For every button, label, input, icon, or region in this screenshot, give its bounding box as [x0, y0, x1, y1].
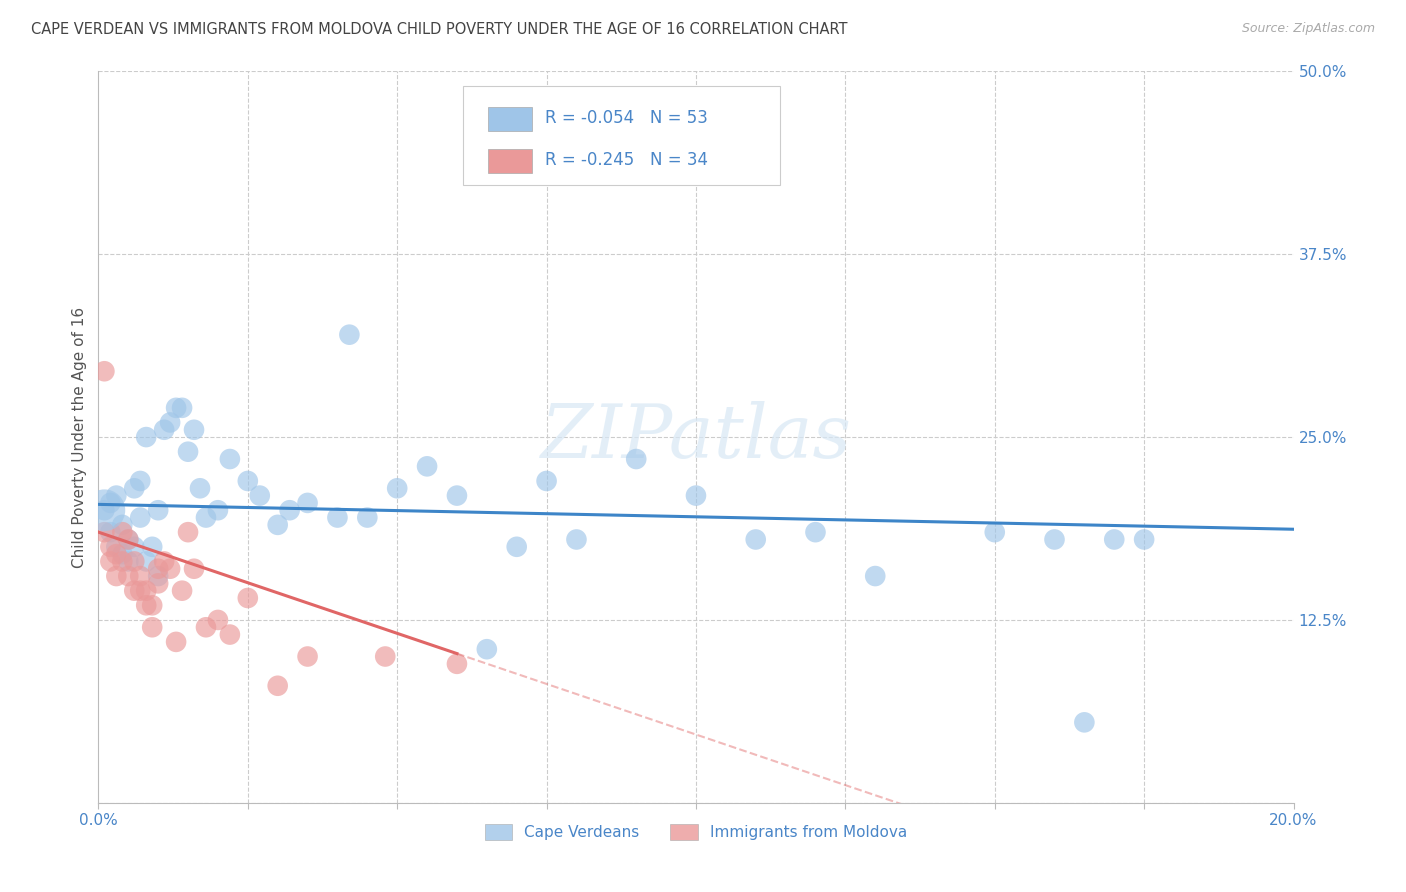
Point: [446, 657, 468, 671]
Point: [153, 423, 176, 437]
Point: [219, 627, 242, 641]
Point: [326, 510, 349, 524]
Point: [111, 554, 134, 568]
Point: [536, 474, 558, 488]
Text: R = -0.054   N = 53: R = -0.054 N = 53: [546, 109, 709, 127]
Point: [124, 540, 146, 554]
Point: [124, 481, 146, 495]
Point: [236, 474, 259, 488]
Point: [183, 562, 205, 576]
Point: [148, 576, 170, 591]
Point: [1133, 533, 1156, 547]
Point: [685, 489, 707, 503]
Legend: Cape Verdeans, Immigrants from Moldova: Cape Verdeans, Immigrants from Moldova: [478, 818, 914, 847]
Point: [626, 452, 648, 467]
Point: [249, 489, 271, 503]
Point: [356, 510, 378, 524]
Point: [117, 569, 139, 583]
Point: [172, 401, 194, 415]
Point: [207, 503, 229, 517]
Point: [98, 525, 122, 540]
Point: [446, 489, 468, 503]
FancyBboxPatch shape: [488, 149, 533, 173]
Point: [105, 547, 128, 561]
Text: R = -0.245   N = 34: R = -0.245 N = 34: [546, 151, 709, 169]
Text: Source: ZipAtlas.com: Source: ZipAtlas.com: [1241, 22, 1375, 36]
Point: [98, 554, 122, 568]
Point: [111, 547, 134, 561]
Point: [267, 679, 290, 693]
Point: [297, 649, 319, 664]
Point: [93, 364, 115, 378]
Point: [93, 503, 115, 517]
Point: [117, 554, 139, 568]
Point: [278, 503, 301, 517]
Point: [148, 562, 170, 576]
Point: [416, 459, 439, 474]
FancyBboxPatch shape: [488, 107, 533, 131]
Point: [865, 569, 887, 583]
Point: [98, 540, 122, 554]
Point: [148, 569, 170, 583]
Point: [177, 444, 200, 458]
Point: [1104, 533, 1126, 547]
Point: [141, 540, 163, 554]
Point: [207, 613, 229, 627]
Point: [129, 474, 152, 488]
Point: [159, 416, 181, 430]
Point: [475, 642, 498, 657]
Point: [129, 569, 152, 583]
Point: [135, 583, 157, 598]
Point: [339, 327, 361, 342]
Point: [1043, 533, 1066, 547]
Point: [1073, 715, 1095, 730]
Text: ZIPatlas: ZIPatlas: [540, 401, 852, 474]
Point: [565, 533, 588, 547]
Point: [165, 401, 187, 415]
Point: [506, 540, 529, 554]
Point: [111, 517, 134, 532]
Point: [183, 423, 205, 437]
Point: [117, 533, 139, 547]
Y-axis label: Child Poverty Under the Age of 16: Child Poverty Under the Age of 16: [72, 307, 87, 567]
Point: [93, 503, 115, 517]
Point: [195, 510, 218, 524]
Text: CAPE VERDEAN VS IMMIGRANTS FROM MOLDOVA CHILD POVERTY UNDER THE AGE OF 16 CORREL: CAPE VERDEAN VS IMMIGRANTS FROM MOLDOVA …: [31, 22, 848, 37]
Point: [219, 452, 242, 467]
Point: [124, 583, 146, 598]
Point: [105, 569, 128, 583]
Point: [165, 635, 187, 649]
Point: [153, 554, 176, 568]
Point: [117, 533, 139, 547]
Point: [984, 525, 1007, 540]
Point: [195, 620, 218, 634]
Point: [177, 525, 200, 540]
Point: [105, 540, 128, 554]
Point: [124, 554, 146, 568]
Point: [188, 481, 211, 495]
Point: [172, 583, 194, 598]
Point: [745, 533, 768, 547]
Point: [148, 503, 170, 517]
Point: [129, 510, 152, 524]
Point: [93, 525, 115, 540]
Point: [385, 481, 409, 495]
Point: [98, 496, 122, 510]
Point: [141, 599, 163, 613]
Point: [105, 489, 128, 503]
FancyBboxPatch shape: [463, 86, 780, 185]
Point: [135, 430, 157, 444]
Point: [804, 525, 827, 540]
Point: [135, 554, 157, 568]
Point: [129, 583, 152, 598]
Point: [135, 599, 157, 613]
Point: [159, 562, 181, 576]
Point: [267, 517, 290, 532]
Point: [111, 525, 134, 540]
Point: [374, 649, 396, 664]
Point: [236, 591, 259, 605]
Point: [141, 620, 163, 634]
Point: [297, 496, 319, 510]
